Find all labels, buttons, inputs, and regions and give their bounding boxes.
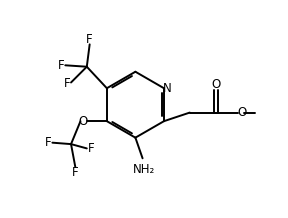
Text: F: F: [88, 142, 94, 155]
Text: F: F: [86, 33, 93, 46]
Text: O: O: [211, 78, 220, 91]
Text: F: F: [45, 136, 52, 149]
Text: F: F: [72, 166, 79, 179]
Text: NH₂: NH₂: [133, 164, 155, 176]
Text: N: N: [163, 82, 172, 95]
Text: F: F: [63, 77, 70, 90]
Text: O: O: [78, 115, 87, 128]
Text: F: F: [57, 59, 64, 72]
Text: O: O: [237, 106, 246, 119]
